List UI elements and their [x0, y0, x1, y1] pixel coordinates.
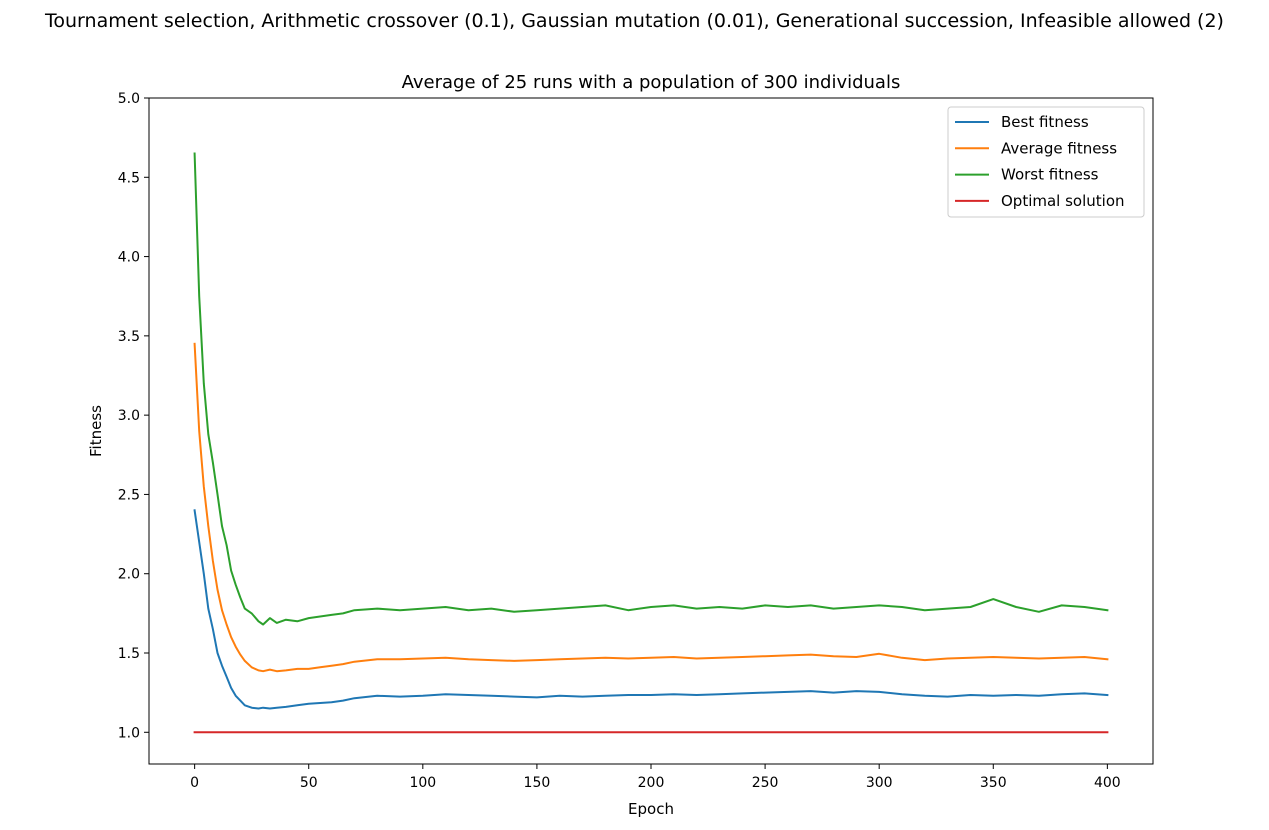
- series-layer: [193, 152, 1109, 734]
- x-tick-label: 150: [524, 775, 551, 791]
- y-tick-label: 3.5: [118, 329, 140, 345]
- legend-label-3: Optimal solution: [1001, 192, 1125, 210]
- legend-label-2: Worst fitness: [1001, 166, 1099, 184]
- legend-frame: [947, 106, 1145, 218]
- x-tick-label: 100: [409, 775, 436, 791]
- y-tick-label: 4.5: [118, 170, 140, 186]
- legend-label-0: Best fitness: [1001, 113, 1089, 131]
- series-line-0: [193, 509, 1109, 710]
- y-axis-ticks: 1.0 1.5 2.0 2.5 3.0 3.5 4.0 4.5 5.0: [118, 91, 149, 741]
- x-tick-label: 50: [300, 775, 318, 791]
- chart-title: Average of 25 runs with a population of …: [402, 72, 901, 93]
- y-tick-label: 4.0: [118, 250, 140, 266]
- legend-label-1: Average fitness: [1001, 139, 1117, 157]
- x-tick-label: 0: [190, 775, 199, 791]
- x-tick-label: 300: [866, 775, 893, 791]
- x-tick-label: 250: [752, 775, 779, 791]
- x-tick-label: 350: [980, 775, 1007, 791]
- x-axis-label: Epoch: [628, 800, 674, 818]
- y-tick-label: 5.0: [118, 91, 140, 107]
- y-tick-label: 1.5: [118, 646, 140, 662]
- x-tick-label: 400: [1094, 775, 1121, 791]
- series-line-2: [193, 152, 1109, 626]
- x-axis-ticks: 0 50 100 150 200 250 300 350 400: [190, 764, 1121, 791]
- figure-suptitle: Tournament selection, Arithmetic crossov…: [45, 10, 1224, 32]
- y-axis-label: Fitness: [87, 405, 105, 457]
- x-tick-label: 200: [638, 775, 665, 791]
- y-tick-label: 2.5: [118, 487, 140, 503]
- y-tick-label: 1.0: [118, 725, 140, 741]
- legend: Best fitness Average fitness Worst fitness…: [947, 106, 1145, 218]
- y-tick-label: 2.0: [118, 567, 140, 583]
- series-line-1: [193, 342, 1109, 673]
- y-tick-label: 3.0: [118, 408, 140, 424]
